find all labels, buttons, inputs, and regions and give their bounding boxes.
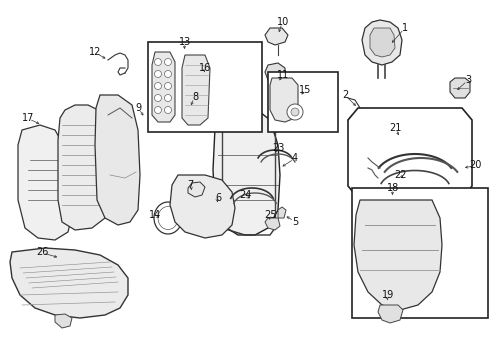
Polygon shape	[188, 182, 205, 197]
Polygon shape	[265, 218, 280, 230]
Circle shape	[215, 204, 221, 211]
Text: 21: 21	[389, 123, 401, 133]
Circle shape	[165, 58, 172, 66]
Polygon shape	[182, 55, 210, 125]
Circle shape	[202, 204, 210, 211]
Text: 4: 4	[292, 153, 298, 163]
Text: 25: 25	[264, 210, 276, 220]
Circle shape	[191, 194, 197, 202]
Circle shape	[154, 71, 162, 77]
Circle shape	[215, 194, 221, 202]
Circle shape	[215, 184, 221, 192]
Circle shape	[202, 215, 210, 221]
Circle shape	[165, 94, 172, 102]
Circle shape	[154, 58, 162, 66]
Polygon shape	[265, 28, 288, 45]
Circle shape	[178, 184, 186, 192]
Text: 17: 17	[22, 113, 34, 123]
Circle shape	[154, 94, 162, 102]
Polygon shape	[370, 28, 395, 57]
Circle shape	[154, 82, 162, 90]
Text: 23: 23	[272, 143, 284, 153]
Text: 11: 11	[277, 70, 289, 80]
Polygon shape	[278, 207, 286, 218]
Polygon shape	[10, 248, 128, 318]
Circle shape	[178, 215, 186, 221]
Circle shape	[287, 104, 303, 120]
Polygon shape	[450, 78, 470, 98]
Polygon shape	[348, 115, 365, 130]
Circle shape	[202, 184, 210, 192]
Polygon shape	[152, 52, 175, 122]
Circle shape	[178, 204, 186, 211]
Text: 6: 6	[215, 193, 221, 203]
Text: 16: 16	[199, 63, 211, 73]
Text: 9: 9	[135, 103, 141, 113]
Text: 24: 24	[239, 190, 251, 200]
Circle shape	[165, 107, 172, 113]
Bar	[268, 72, 338, 132]
Text: 10: 10	[277, 17, 289, 27]
Bar	[352, 188, 488, 318]
Polygon shape	[348, 108, 472, 198]
Circle shape	[165, 82, 172, 90]
Polygon shape	[18, 125, 72, 240]
Polygon shape	[55, 314, 72, 328]
Polygon shape	[378, 305, 403, 323]
Bar	[148, 42, 262, 132]
Text: 12: 12	[89, 47, 101, 57]
Polygon shape	[270, 78, 298, 122]
Text: 19: 19	[382, 290, 394, 300]
Circle shape	[215, 215, 221, 221]
Circle shape	[178, 194, 186, 202]
Circle shape	[202, 194, 210, 202]
Text: 14: 14	[149, 210, 161, 220]
Polygon shape	[354, 200, 442, 310]
Text: 15: 15	[299, 85, 311, 95]
Polygon shape	[95, 95, 140, 225]
Text: 7: 7	[187, 180, 193, 190]
Text: 18: 18	[387, 183, 399, 193]
Polygon shape	[170, 175, 235, 238]
Text: 13: 13	[179, 37, 191, 47]
Polygon shape	[265, 63, 285, 82]
Text: 22: 22	[394, 170, 406, 180]
Text: 2: 2	[342, 90, 348, 100]
Text: 5: 5	[292, 217, 298, 227]
Text: 3: 3	[465, 75, 471, 85]
Text: 26: 26	[36, 247, 48, 257]
Polygon shape	[58, 105, 108, 230]
Circle shape	[191, 215, 197, 221]
Polygon shape	[213, 105, 280, 235]
Text: 1: 1	[402, 23, 408, 33]
Circle shape	[291, 108, 299, 116]
Ellipse shape	[154, 202, 182, 234]
Ellipse shape	[158, 207, 178, 230]
Text: 20: 20	[469, 160, 481, 170]
Circle shape	[154, 107, 162, 113]
Circle shape	[191, 184, 197, 192]
Polygon shape	[362, 20, 402, 65]
Text: 8: 8	[192, 92, 198, 102]
Circle shape	[191, 204, 197, 211]
Circle shape	[165, 71, 172, 77]
